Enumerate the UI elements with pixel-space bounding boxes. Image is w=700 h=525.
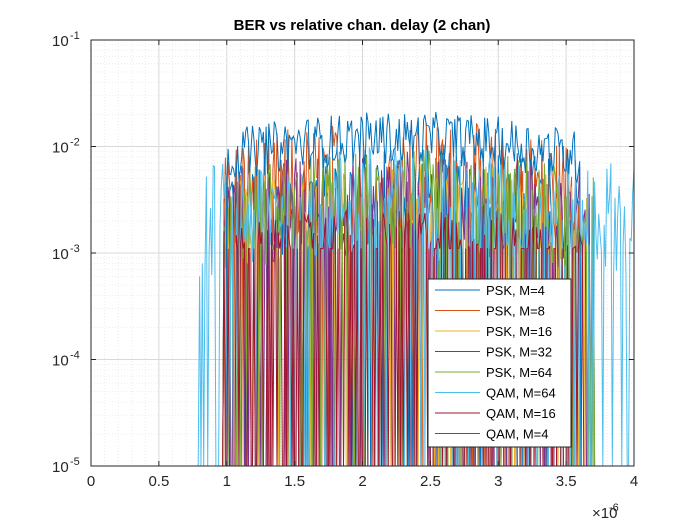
x-tick-label: 3.5 xyxy=(556,473,577,490)
x-tick-label: 4 xyxy=(630,473,638,490)
x-tick-label: 1.5 xyxy=(284,473,305,490)
y-tick-label-exp: -5 xyxy=(70,456,80,468)
y-tick-label: 10 -1 xyxy=(52,30,80,50)
x-tick-label: 0 xyxy=(87,473,95,490)
chart-title: BER vs relative chan. delay (2 chan) xyxy=(234,17,491,34)
y-tick-label-base: 10 xyxy=(52,140,69,157)
x-tick-label: 2 xyxy=(358,473,366,490)
y-tick-label-base: 10 xyxy=(52,353,69,370)
y-tick-label: 10 -4 xyxy=(52,350,80,370)
legend-entry-label: QAM, M=4 xyxy=(486,427,549,442)
x-tick-label: 2.5 xyxy=(420,473,441,490)
legend-entry-label: PSK, M=64 xyxy=(486,365,552,380)
legend: PSK, M=4 PSK, M=8 PSK, M=16 PSK, M=32 PSK, M… xyxy=(427,278,572,448)
x-exponent-label: ×10 -6 xyxy=(592,502,619,522)
x-tick-label: 1 xyxy=(223,473,231,490)
x-exponent-power: -6 xyxy=(609,502,619,514)
legend-entry-label: PSK, M=8 xyxy=(486,304,545,319)
legend-entry-label: PSK, M=4 xyxy=(486,283,545,298)
legend-entry-label: QAM, M=16 xyxy=(486,406,556,421)
y-tick-label: 10 -5 xyxy=(52,456,80,476)
y-tick-label-base: 10 xyxy=(52,33,69,50)
y-tick-labels: 10-510-410-310-210-1 xyxy=(52,30,80,476)
y-tick-label-exp: -1 xyxy=(70,30,80,42)
y-tick-label-exp: -4 xyxy=(70,350,80,362)
y-tick-label-exp: -3 xyxy=(70,243,80,255)
y-tick-label-base: 10 xyxy=(52,246,69,263)
x-exponent-base: ×10 xyxy=(592,505,617,522)
legend-box xyxy=(427,278,572,448)
tick-marks xyxy=(90,39,635,467)
legend-entry-label: PSK, M=32 xyxy=(486,345,552,360)
legend-entry-label: QAM, M=64 xyxy=(486,386,556,401)
y-tick-label-base: 10 xyxy=(52,459,69,476)
y-tick-label-exp: -2 xyxy=(70,137,80,149)
legend-entry-label: PSK, M=16 xyxy=(486,324,552,339)
x-tick-label: 3 xyxy=(494,473,502,490)
y-tick-label: 10 -2 xyxy=(52,137,80,157)
x-tick-label: 0.5 xyxy=(148,473,169,490)
y-tick-label: 10 -3 xyxy=(52,243,80,263)
x-tick-labels: 0 0.5 1 1.5 2 2.5 3 3.5 4 xyxy=(87,473,638,490)
